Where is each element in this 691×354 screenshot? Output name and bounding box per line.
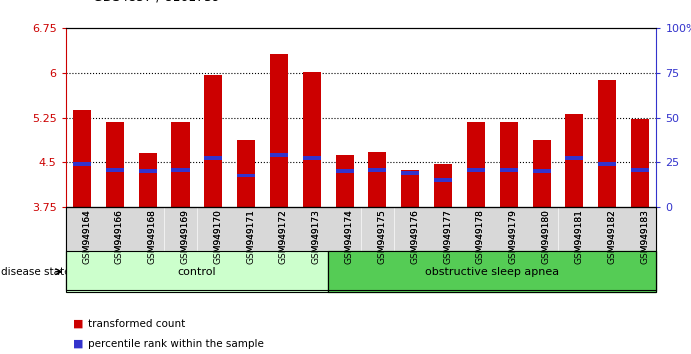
Bar xyxy=(205,156,223,160)
Bar xyxy=(401,170,419,207)
Text: GSM949182: GSM949182 xyxy=(607,209,616,264)
Text: GSM949166: GSM949166 xyxy=(115,209,124,264)
Text: transformed count: transformed count xyxy=(88,319,186,329)
Text: GSM949172: GSM949172 xyxy=(279,209,288,264)
Bar xyxy=(598,162,616,166)
Bar xyxy=(368,167,386,172)
Bar xyxy=(533,169,551,173)
Text: GSM949176: GSM949176 xyxy=(410,209,419,264)
Text: GSM949164: GSM949164 xyxy=(82,209,91,264)
Bar xyxy=(171,167,189,172)
Text: GSM949169: GSM949169 xyxy=(180,209,189,264)
Bar xyxy=(434,164,452,207)
Text: GSM949174: GSM949174 xyxy=(345,209,354,264)
Text: percentile rank within the sample: percentile rank within the sample xyxy=(88,339,265,349)
Text: GSM949172: GSM949172 xyxy=(279,209,288,264)
Bar xyxy=(565,114,583,207)
Text: GSM949164: GSM949164 xyxy=(82,209,91,264)
Bar xyxy=(237,140,255,207)
Bar xyxy=(631,120,649,207)
Bar xyxy=(171,122,189,207)
Text: disease state: disease state xyxy=(1,267,71,277)
Bar xyxy=(336,169,354,173)
Text: GSM949177: GSM949177 xyxy=(443,209,452,264)
Bar xyxy=(237,173,255,177)
Text: GSM949181: GSM949181 xyxy=(574,209,583,264)
Bar xyxy=(270,153,288,157)
Bar xyxy=(336,155,354,207)
Text: obstructive sleep apnea: obstructive sleep apnea xyxy=(425,267,560,277)
Text: GSM949168: GSM949168 xyxy=(148,209,157,264)
Bar xyxy=(434,178,452,182)
Text: ■: ■ xyxy=(73,319,83,329)
Bar xyxy=(303,156,321,160)
Text: GSM949183: GSM949183 xyxy=(640,209,649,264)
Bar xyxy=(533,140,551,207)
Bar xyxy=(401,171,419,175)
Text: GSM949178: GSM949178 xyxy=(476,209,485,264)
Bar xyxy=(467,167,485,172)
Text: GSM949176: GSM949176 xyxy=(410,209,419,264)
Bar xyxy=(368,152,386,207)
Text: GSM949180: GSM949180 xyxy=(542,209,551,264)
Bar xyxy=(565,156,583,160)
Text: GSM949173: GSM949173 xyxy=(312,209,321,264)
Text: GSM949171: GSM949171 xyxy=(246,209,255,264)
Text: GSM949180: GSM949180 xyxy=(542,209,551,264)
Bar xyxy=(73,162,91,166)
Bar xyxy=(106,167,124,172)
Text: GSM949177: GSM949177 xyxy=(443,209,452,264)
Bar xyxy=(139,169,157,173)
Text: GSM949183: GSM949183 xyxy=(640,209,649,264)
Bar xyxy=(467,122,485,207)
Text: GSM949170: GSM949170 xyxy=(214,209,223,264)
Text: GSM949173: GSM949173 xyxy=(312,209,321,264)
Text: GSM949175: GSM949175 xyxy=(377,209,386,264)
Bar xyxy=(598,80,616,207)
Text: GSM949179: GSM949179 xyxy=(509,209,518,264)
Bar xyxy=(500,167,518,172)
Text: GSM949174: GSM949174 xyxy=(345,209,354,264)
Bar xyxy=(500,122,518,207)
Text: GSM949175: GSM949175 xyxy=(377,209,386,264)
Text: GSM949182: GSM949182 xyxy=(607,209,616,264)
Bar xyxy=(205,75,223,207)
Text: GSM949181: GSM949181 xyxy=(574,209,583,264)
Bar xyxy=(139,154,157,207)
Bar xyxy=(631,167,649,172)
Text: GSM949168: GSM949168 xyxy=(148,209,157,264)
Text: GSM949166: GSM949166 xyxy=(115,209,124,264)
Text: GSM949179: GSM949179 xyxy=(509,209,518,264)
Bar xyxy=(73,110,91,207)
Bar xyxy=(270,54,288,207)
Text: control: control xyxy=(178,267,216,277)
Text: GSM949178: GSM949178 xyxy=(476,209,485,264)
Bar xyxy=(106,122,124,207)
Text: GSM949171: GSM949171 xyxy=(246,209,255,264)
Bar xyxy=(303,72,321,207)
Text: GDS4857 / 8161739: GDS4857 / 8161739 xyxy=(93,0,220,4)
Text: GSM949169: GSM949169 xyxy=(180,209,189,264)
Text: ■: ■ xyxy=(73,339,83,349)
Text: GSM949170: GSM949170 xyxy=(214,209,223,264)
